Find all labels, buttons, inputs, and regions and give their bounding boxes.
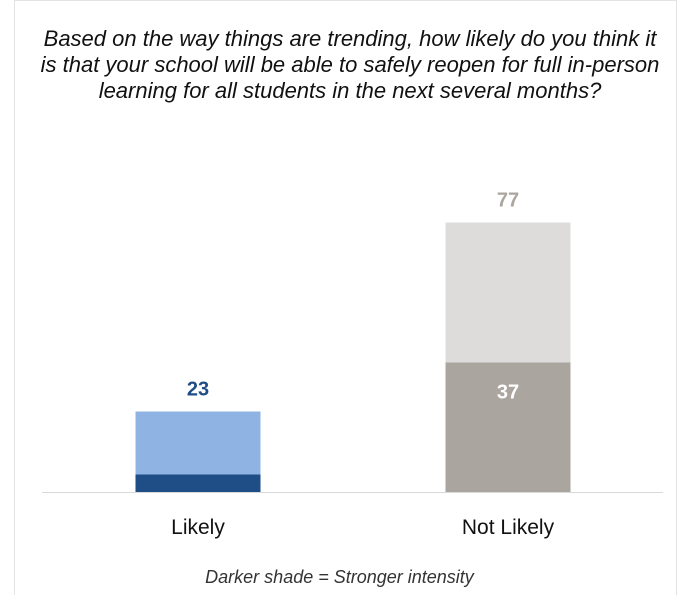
category-label-likely: Likely: [171, 516, 225, 539]
data-label-strong-not-likely: 37: [497, 382, 519, 404]
bar-strong-likely: [135, 474, 261, 492]
category-label-not-likely: Not Likely: [462, 516, 555, 539]
data-label-total-likely: 23: [187, 379, 209, 401]
data-label-total-not-likely: 77: [497, 190, 519, 212]
chart-footnote: Darker shade = Stronger intensity: [205, 567, 474, 587]
bar-strong-not-likely: [445, 362, 571, 492]
chart-title: Based on the way things are trending, ho…: [40, 26, 660, 103]
